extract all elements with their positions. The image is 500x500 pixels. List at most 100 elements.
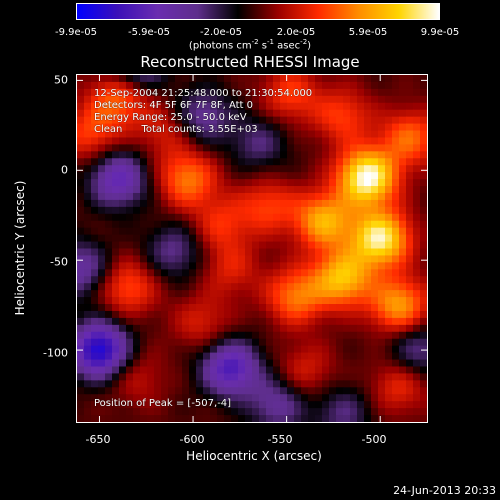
heatmap-cell (182, 297, 190, 305)
heatmap-cell (154, 380, 162, 388)
heatmap-cell (322, 408, 330, 416)
heatmap-cell (378, 310, 386, 319)
heatmap-cell (196, 102, 204, 111)
heatmap-cell (119, 81, 127, 90)
heatmap-cell (308, 151, 316, 159)
heatmap-cell (343, 213, 351, 222)
heatmap-cell (364, 269, 372, 277)
heatmap-cell (259, 269, 267, 277)
heatmap-cell (140, 123, 148, 132)
heatmap-cell (343, 192, 351, 201)
heatmap-cell (168, 137, 176, 145)
heatmap-cell (154, 317, 162, 326)
heatmap-cell (154, 387, 162, 395)
heatmap-cell (98, 179, 106, 187)
heatmap-cell (210, 248, 218, 257)
heatmap-cell (238, 366, 246, 375)
heatmap-cell (126, 297, 134, 305)
heatmap-cell (287, 248, 295, 257)
heatmap-cell (252, 283, 260, 291)
heatmap-cell (105, 130, 113, 139)
heatmap-cell (126, 373, 134, 381)
heatmap-cell (175, 158, 183, 166)
heatmap-cell (343, 380, 351, 388)
heatmap-cell (266, 373, 274, 381)
heatmap-cell (420, 123, 427, 132)
heatmap-cell (238, 130, 246, 139)
heatmap-cell (329, 172, 337, 180)
heatmap-cell (266, 88, 274, 97)
heatmap-cell (273, 206, 281, 215)
heatmap-cell (329, 304, 337, 312)
heatmap-cell (133, 172, 141, 180)
heatmap-cell (420, 276, 427, 284)
heatmap-cell (210, 234, 218, 243)
heatmap-cell (140, 387, 148, 395)
heatmap-cell (91, 366, 99, 375)
heatmap-cell (105, 75, 113, 83)
heatmap-cell (308, 387, 316, 395)
heatmap-cell (224, 241, 232, 250)
heatmap-cell (84, 317, 92, 326)
heatmap-cell (420, 137, 427, 145)
heatmap-cell (217, 227, 225, 236)
heatmap-cell (98, 213, 106, 222)
heatmap-cell (294, 338, 302, 347)
heatmap-cell (280, 199, 288, 208)
heatmap-cell (392, 88, 400, 97)
heatmap-cell (175, 95, 183, 104)
heatmap-cell (175, 331, 183, 340)
heatmap-cell (329, 345, 337, 354)
heatmap-cell (336, 123, 344, 132)
heatmap-cell (98, 290, 106, 298)
heatmap-cell (147, 297, 155, 305)
heatmap-cell (182, 310, 190, 319)
heatmap-cell (392, 283, 400, 291)
heatmap-cell (98, 75, 106, 83)
heatmap-cell (182, 75, 190, 83)
heatmap-cell (385, 380, 393, 388)
heatmap-cell (210, 415, 218, 422)
heatmap-cell (84, 206, 92, 215)
heatmap-cell (252, 179, 260, 187)
y-tick-label: 0 (61, 163, 68, 177)
heatmap-cell (189, 283, 197, 291)
heatmap-cell (364, 408, 372, 416)
heatmap-cell (364, 331, 372, 340)
heatmap-cell (273, 137, 281, 145)
heatmap-cell (350, 123, 358, 132)
heatmap-cell (301, 394, 309, 402)
heatmap-cell (98, 317, 106, 326)
heatmap-cell (119, 380, 127, 388)
heatmap-cell (203, 366, 211, 375)
heatmap-cell (350, 186, 358, 194)
heatmap-cell (98, 401, 106, 409)
heatmap-cell (392, 116, 400, 125)
heatmap-cell (399, 220, 407, 229)
heatmap-cell (420, 165, 427, 173)
heatmap-cell (84, 331, 92, 340)
heatmap-cell (406, 297, 414, 305)
heatmap-cell (350, 338, 358, 347)
heatmap-cell (385, 234, 393, 243)
heatmap-cell (392, 130, 400, 139)
heatmap-cell (119, 269, 127, 277)
heatmap-cell (392, 304, 400, 312)
heatmap-cell (308, 213, 316, 222)
heatmap-cell (161, 75, 169, 83)
heatmap-cell (119, 75, 127, 83)
heatmap-cell (392, 269, 400, 277)
heatmap-cell (98, 172, 106, 180)
heatmap-cell (161, 172, 169, 180)
heatmap-cell (189, 172, 197, 180)
heatmap-cell (392, 408, 400, 416)
heatmap-cell (189, 269, 197, 277)
heatmap-cell (273, 130, 281, 139)
heatmap-cell (273, 241, 281, 250)
heatmap-cell (287, 227, 295, 236)
heatmap-cell (343, 317, 351, 326)
heatmap-cell (301, 123, 309, 132)
heatmap-cell (371, 158, 379, 166)
heatmap-cell (420, 394, 427, 402)
heatmap-cell (245, 172, 253, 180)
